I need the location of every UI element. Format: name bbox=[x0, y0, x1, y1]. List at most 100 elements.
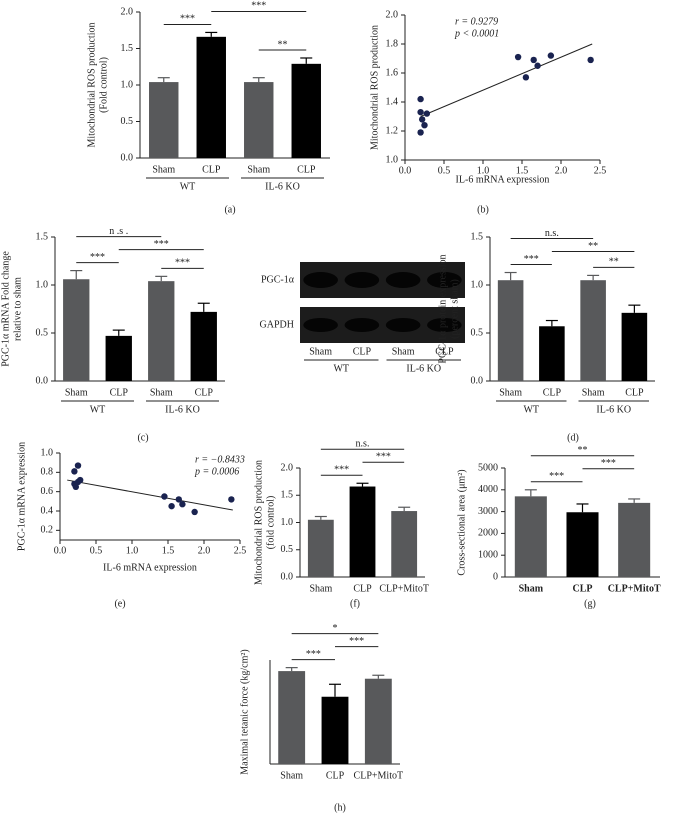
x-tick-label: Sham bbox=[280, 770, 303, 781]
significance-label: *** bbox=[175, 258, 190, 269]
point bbox=[228, 496, 235, 503]
x-tick-label: 2.0 bbox=[198, 545, 211, 556]
y-tick-label: 0.4 bbox=[41, 505, 54, 516]
fit-line bbox=[67, 479, 233, 511]
y-tick-label: 0.0 bbox=[471, 375, 484, 386]
panel-label: (b) bbox=[477, 204, 489, 215]
y-tick-label: 1.0 bbox=[41, 447, 54, 458]
x-tick-label: Sham bbox=[499, 387, 522, 398]
group-label: IL-6 KO bbox=[596, 404, 631, 415]
point bbox=[522, 74, 530, 81]
x-tick-label: CLP+MitoT bbox=[354, 770, 404, 781]
bar bbox=[196, 36, 226, 158]
significance-label: ** bbox=[609, 257, 619, 268]
point bbox=[417, 129, 424, 136]
x-tick-label: CLP+MitoT bbox=[379, 583, 429, 594]
significance-label: *** bbox=[524, 254, 539, 265]
bar bbox=[63, 279, 90, 381]
y-tick-label: 0.8 bbox=[41, 467, 54, 478]
significance-label: *** bbox=[90, 252, 105, 263]
group-label: IL-6 KO bbox=[165, 404, 200, 415]
blot-band bbox=[427, 272, 462, 288]
group-label: WT bbox=[180, 181, 196, 192]
significance-label: n.s. bbox=[356, 439, 370, 450]
y-tick-label: 5000 bbox=[478, 462, 498, 473]
group-label: IL-6 KO bbox=[406, 363, 441, 374]
group-label: WT bbox=[333, 363, 349, 374]
point bbox=[71, 480, 78, 488]
significance-label: n .s . bbox=[109, 226, 128, 237]
y-tick-label: 1.6 bbox=[386, 67, 399, 78]
significance-label: *** bbox=[154, 239, 169, 250]
x-tick-label: CLP bbox=[543, 387, 562, 398]
bar bbox=[244, 82, 274, 158]
y-tick-label: 1.0 bbox=[281, 517, 294, 528]
y-tick-label: 0.0 bbox=[121, 152, 134, 163]
panel-label: (g) bbox=[584, 598, 596, 609]
y-tick-label: 1.8 bbox=[386, 38, 399, 49]
annotation: r = 0.9279 bbox=[455, 16, 498, 27]
y-tick-label: 1.0 bbox=[36, 279, 49, 290]
point bbox=[74, 462, 82, 469]
y-tick-label: 2.0 bbox=[121, 6, 134, 17]
significance-label: *** bbox=[334, 465, 349, 476]
y-axis-label: PGC-1α mRNA Fold change bbox=[0, 251, 11, 367]
significance-label: ** bbox=[578, 445, 588, 456]
annotation: r = −0.8433 bbox=[195, 454, 245, 465]
y-axis-label: Mitochondrial ROS production bbox=[253, 460, 264, 585]
y-tick-label: 0.5 bbox=[471, 327, 484, 338]
x-tick-label: CLP bbox=[625, 387, 644, 398]
y-tick-label: 1.2 bbox=[386, 125, 399, 136]
x-tick-label: CLP bbox=[353, 583, 372, 594]
x-tick-label: 1.5 bbox=[516, 165, 529, 176]
y-tick-label: 2.0 bbox=[386, 9, 399, 20]
bar bbox=[364, 678, 392, 764]
x-tick-label: Sham bbox=[582, 387, 605, 398]
panel-label: (f) bbox=[350, 598, 360, 609]
bar bbox=[621, 312, 648, 381]
bar bbox=[321, 696, 349, 764]
panel-label: (h) bbox=[334, 802, 346, 813]
significance-label: *** bbox=[251, 1, 266, 12]
panel-label: (c) bbox=[137, 432, 148, 443]
blot-row-label: PGC-1α bbox=[261, 274, 295, 285]
significance-label: *** bbox=[349, 636, 364, 647]
y-tick-label: 0.0 bbox=[281, 571, 294, 582]
y-axis-label: Cross-sectional area (μm²) bbox=[456, 469, 467, 575]
x-tick-label: CLP bbox=[573, 583, 593, 594]
lane-label: Sham bbox=[392, 346, 415, 357]
bar bbox=[291, 63, 321, 158]
blot-band bbox=[427, 318, 462, 332]
y-axis-label: (Fold control) bbox=[98, 57, 109, 113]
point bbox=[547, 52, 555, 59]
blot-band bbox=[303, 318, 338, 332]
y-tick-label: 0.5 bbox=[36, 327, 49, 338]
x-tick-label: Sham bbox=[309, 583, 332, 594]
bar bbox=[105, 335, 132, 381]
x-tick-label: Sham bbox=[150, 387, 173, 398]
panel-label: (a) bbox=[224, 204, 235, 215]
significance-label: *** bbox=[180, 14, 195, 25]
bar bbox=[307, 519, 334, 577]
point bbox=[514, 53, 522, 61]
fit-line bbox=[420, 43, 593, 117]
point bbox=[530, 56, 537, 64]
y-tick-label: 2.0 bbox=[281, 462, 294, 473]
blot-band bbox=[385, 272, 421, 288]
group-label: IL-6 KO bbox=[265, 181, 300, 192]
bar bbox=[391, 511, 418, 577]
y-tick-label: 1.5 bbox=[36, 231, 49, 242]
blot-band bbox=[303, 272, 338, 288]
point bbox=[534, 62, 541, 69]
x-axis-label: IL-6 mRNA expression bbox=[456, 174, 550, 185]
x-tick-label: 1.5 bbox=[162, 545, 175, 556]
y-axis-label: Maximal tetanic force (kg/cm²) bbox=[239, 649, 250, 774]
bar bbox=[539, 326, 565, 381]
x-tick-label: 2.5 bbox=[594, 165, 607, 176]
y-axis-label: Mitochondrial ROS production bbox=[86, 23, 97, 148]
point bbox=[168, 502, 175, 510]
significance-label: n.s. bbox=[545, 228, 559, 239]
significance-label: *** bbox=[549, 471, 564, 482]
y-tick-label: 0 bbox=[493, 571, 498, 582]
